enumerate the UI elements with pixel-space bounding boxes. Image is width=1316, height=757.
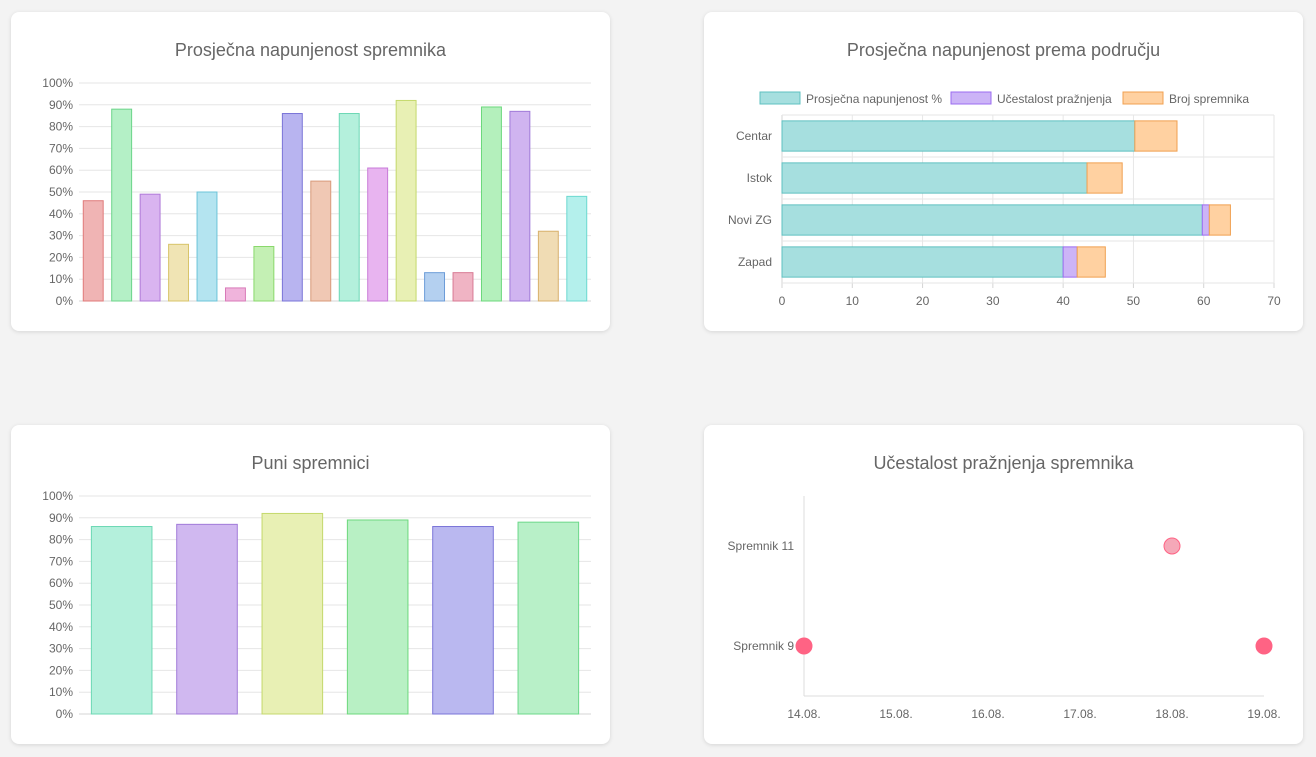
bar-segment [1208, 204, 1231, 236]
y-tick-label: 100% [42, 76, 73, 90]
bar [310, 180, 332, 302]
x-tick-label: 0 [779, 294, 786, 308]
y-tick-label: 80% [49, 120, 73, 134]
bar-segment [781, 246, 1064, 278]
bar [253, 246, 275, 302]
bar-segment [1062, 246, 1078, 278]
legend-label: Prosječna napunjenost % [806, 92, 942, 106]
bar [176, 523, 238, 715]
bar [517, 521, 580, 715]
bar [281, 113, 303, 302]
y-tick-label: 100% [42, 489, 73, 503]
x-tick-label: 15.08. [879, 707, 912, 721]
bar [168, 243, 190, 302]
legend-label: Učestalost pražnjenja [997, 92, 1112, 106]
x-tick-label: 60 [1197, 294, 1211, 308]
bar [224, 287, 246, 302]
y-tick-label: 20% [49, 663, 73, 677]
legend-label: Broj spremnika [1169, 92, 1249, 106]
y-tick-label: 70% [49, 141, 73, 155]
bar [424, 272, 446, 302]
scatter-point [795, 637, 813, 655]
y-tick-label: 50% [49, 185, 73, 199]
y-category-label: Istok [747, 171, 773, 185]
y-tick-label: 70% [49, 554, 73, 568]
x-tick-label: 50 [1127, 294, 1141, 308]
bar [346, 519, 409, 715]
legend-swatch [1122, 91, 1164, 105]
area-bar-chart: Prosječna napunjenost % Učestalost pražnj… [728, 91, 1281, 308]
x-tick-label: 20 [916, 294, 930, 308]
bar [82, 200, 104, 302]
y-tick-label: 40% [49, 620, 73, 634]
bar [139, 193, 161, 302]
legend-swatch [950, 91, 992, 105]
full-bar-chart: 0% 10% 20% 30% 40% 50% 60% 70% 80% 90% 100% [42, 489, 591, 721]
bar [338, 113, 360, 302]
x-tick-label: 10 [846, 294, 860, 308]
x-tick-label: 14.08. [787, 707, 820, 721]
x-tick-label: 19.08. [1247, 707, 1280, 721]
chart-card-freq: Učestalost pražnjenja spremnika 14.08. 15… [704, 425, 1303, 744]
y-tick-label: 0% [56, 294, 74, 308]
x-tick-label: 17.08. [1063, 707, 1096, 721]
bar-segment [1076, 246, 1106, 278]
y-category-label: Centar [736, 129, 772, 143]
y-tick-label: 90% [49, 98, 73, 112]
chart-title: Prosječna napunjenost prema području [846, 40, 1161, 60]
bar [261, 512, 324, 715]
bar-segment [781, 204, 1203, 236]
x-tick-label: 16.08. [971, 707, 1004, 721]
legend-swatch [759, 91, 801, 105]
bar [196, 191, 218, 302]
y-tick-label: 60% [49, 576, 73, 590]
chart-card-full: Puni spremnici 0% 10% 20% 30% 40% 50% 60% 70% 80… [11, 425, 610, 744]
chart-card-fill: Prosječna napunjenost spremnika 0% 10% 20%… [11, 12, 610, 331]
y-tick-label: 60% [49, 163, 73, 177]
bar [509, 110, 531, 302]
bar [566, 195, 588, 302]
bar-segment [781, 162, 1088, 194]
bar [111, 108, 133, 302]
chart-title: Učestalost pražnjenja spremnika [873, 453, 1134, 473]
x-tick-label: 18.08. [1155, 707, 1188, 721]
bar [395, 99, 417, 302]
y-tick-label: 90% [49, 511, 73, 525]
bar-segment [1086, 162, 1123, 194]
y-tick-label: 40% [49, 207, 73, 221]
bar [452, 272, 474, 302]
chart-title: Puni spremnici [251, 453, 370, 473]
frequency-scatter-chart: 14.08. 15.08. 16.08. 17.08. 18.08. 19.08. Spre… [728, 496, 1281, 721]
scatter-point [1255, 637, 1273, 655]
fill-bar-chart: 0% 10% 20% 30% 40% 50% 60% 70% 80% 90% 100% [42, 76, 591, 308]
y-tick-label: 10% [49, 685, 73, 699]
x-tick-label: 30 [986, 294, 1000, 308]
bar-segment [1201, 204, 1210, 236]
bar-segment [1134, 120, 1178, 152]
x-tick-label: 40 [1056, 294, 1070, 308]
bar [90, 526, 153, 715]
chart-card-area: Prosječna napunjenost prema području Pro… [704, 12, 1303, 331]
bar-segment [781, 120, 1136, 152]
y-category-label: Spremnik 9 [733, 639, 794, 653]
x-tick-label: 70 [1267, 294, 1281, 308]
y-tick-label: 20% [49, 250, 73, 264]
y-tick-label: 30% [49, 229, 73, 243]
y-tick-label: 0% [56, 707, 74, 721]
y-category-label: Novi ZG [728, 213, 772, 227]
bar [432, 526, 494, 715]
chart-title: Prosječna napunjenost spremnika [174, 40, 447, 60]
bar [367, 167, 389, 302]
y-tick-label: 80% [49, 533, 73, 547]
y-tick-label: 10% [49, 272, 73, 286]
y-tick-label: 50% [49, 598, 73, 612]
y-category-label: Spremnik 11 [728, 539, 795, 553]
y-tick-label: 30% [49, 642, 73, 656]
bar [480, 106, 502, 302]
scatter-point [1163, 537, 1181, 555]
y-category-label: Zapad [738, 255, 772, 269]
bar [537, 230, 559, 302]
